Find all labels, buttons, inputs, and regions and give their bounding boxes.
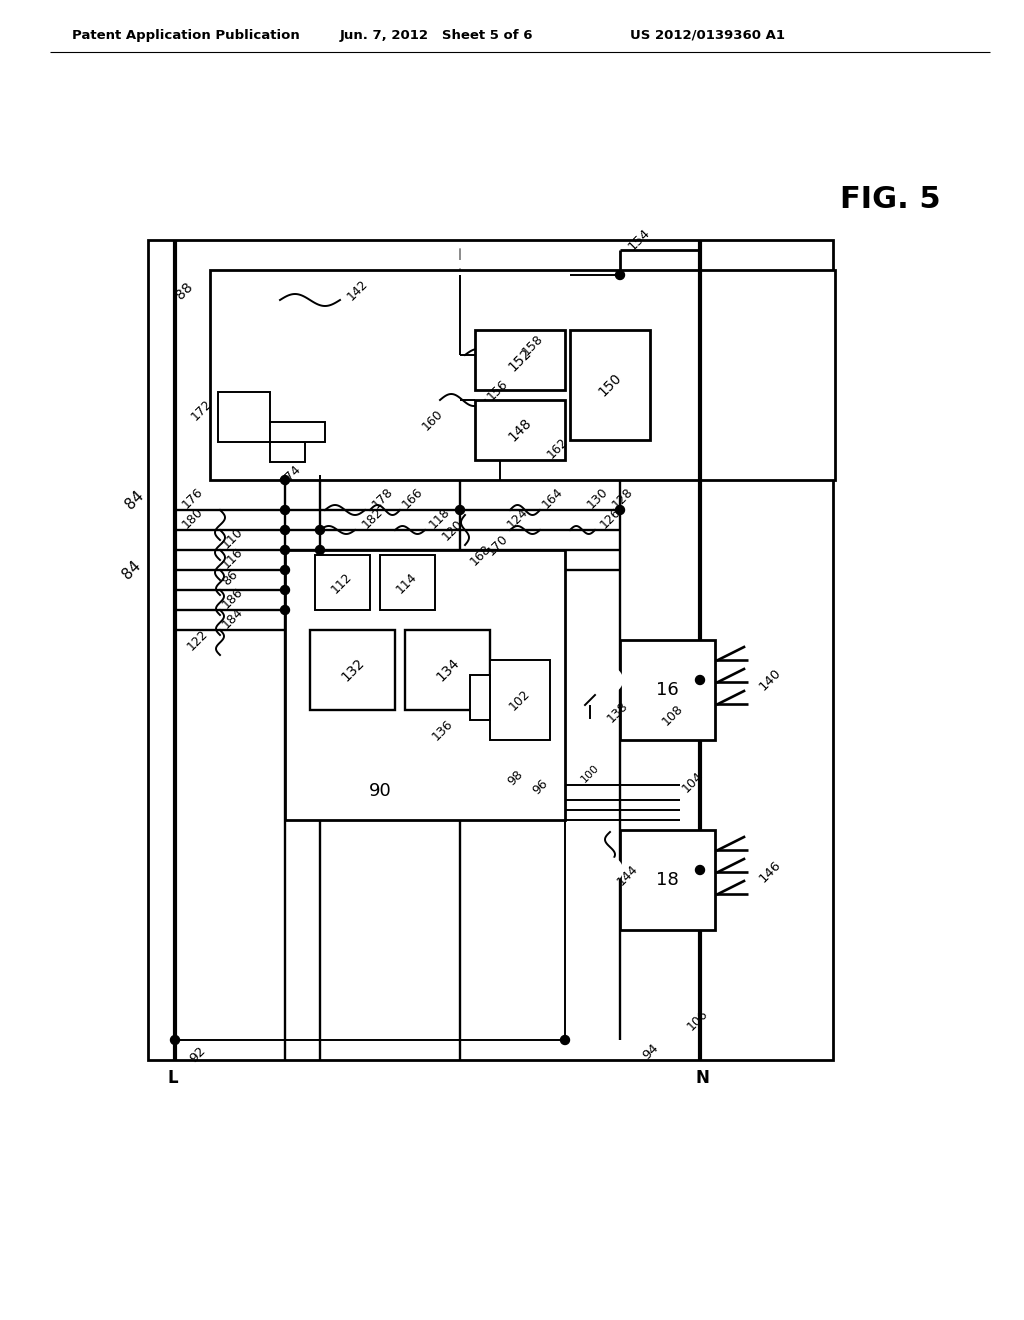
Circle shape (281, 565, 290, 574)
Text: 112: 112 (329, 570, 355, 595)
Text: 102: 102 (507, 686, 534, 713)
Text: 160: 160 (420, 407, 446, 433)
Text: 156: 156 (485, 378, 511, 403)
Text: 136: 136 (429, 717, 455, 743)
Bar (218, 392, 270, 442)
Circle shape (456, 506, 465, 515)
Circle shape (315, 545, 325, 554)
Text: 144: 144 (615, 862, 641, 888)
Text: 126: 126 (598, 506, 624, 531)
Text: 116: 116 (220, 545, 246, 572)
Text: 152: 152 (506, 346, 535, 375)
Text: 104: 104 (680, 770, 706, 795)
Text: US 2012/0139360 A1: US 2012/0139360 A1 (630, 29, 785, 41)
Bar (475, 330, 565, 389)
Text: 184: 184 (220, 605, 246, 631)
Text: 150: 150 (596, 371, 625, 399)
Circle shape (171, 1035, 179, 1044)
Text: 172: 172 (189, 397, 215, 422)
Bar (315, 554, 370, 610)
Bar (380, 554, 435, 610)
Text: 124: 124 (505, 506, 530, 531)
Bar (620, 640, 715, 741)
Circle shape (281, 545, 290, 554)
Text: 140: 140 (756, 667, 783, 693)
Text: 162: 162 (545, 436, 571, 461)
Text: 122: 122 (184, 627, 210, 653)
Bar (270, 422, 325, 442)
Text: FIG. 5: FIG. 5 (840, 186, 941, 214)
Text: 108: 108 (660, 702, 686, 729)
Circle shape (570, 719, 610, 760)
Text: 132: 132 (339, 656, 368, 684)
Circle shape (281, 506, 290, 515)
Bar (475, 400, 565, 459)
Circle shape (281, 606, 290, 615)
Text: 84: 84 (123, 488, 147, 512)
Text: 174: 174 (278, 462, 304, 488)
Circle shape (598, 858, 622, 882)
Text: 180: 180 (180, 506, 206, 531)
Circle shape (281, 475, 290, 484)
Text: 16: 16 (655, 681, 678, 700)
Text: 128: 128 (610, 484, 636, 511)
Text: 148: 148 (506, 416, 535, 445)
Circle shape (315, 525, 325, 535)
Text: 86: 86 (220, 568, 241, 589)
Text: 176: 176 (180, 484, 206, 511)
Text: 84: 84 (120, 558, 144, 582)
Text: 168: 168 (468, 543, 494, 568)
Text: 110: 110 (220, 525, 246, 550)
Bar (210, 271, 835, 480)
Bar (406, 630, 490, 710)
Circle shape (695, 866, 705, 874)
Bar (148, 240, 833, 1060)
Text: 164: 164 (540, 484, 566, 511)
Text: 94: 94 (640, 1041, 662, 1063)
Text: 138: 138 (605, 700, 631, 725)
Bar (310, 630, 395, 710)
Text: 182: 182 (360, 506, 386, 531)
Text: L: L (168, 1069, 178, 1086)
Circle shape (598, 668, 622, 692)
Text: 154: 154 (625, 227, 652, 253)
Circle shape (615, 506, 625, 515)
Text: Jun. 7, 2012   Sheet 5 of 6: Jun. 7, 2012 Sheet 5 of 6 (340, 29, 534, 41)
Text: 134: 134 (434, 656, 462, 684)
Text: 178: 178 (370, 484, 396, 511)
Text: 96: 96 (530, 777, 550, 797)
Text: 98: 98 (505, 768, 525, 788)
Text: 130: 130 (585, 484, 611, 511)
Bar (285, 550, 565, 820)
Text: 166: 166 (400, 484, 426, 511)
Text: 114: 114 (394, 570, 420, 595)
Text: 120: 120 (440, 517, 466, 543)
Text: 18: 18 (655, 871, 678, 888)
Bar (470, 675, 490, 719)
Text: 142: 142 (345, 277, 371, 304)
Circle shape (281, 525, 290, 535)
Bar (620, 830, 715, 931)
Text: 100: 100 (579, 762, 601, 784)
Circle shape (281, 586, 290, 594)
Text: 106: 106 (685, 1007, 711, 1034)
Text: 92: 92 (187, 1044, 208, 1065)
Text: 158: 158 (520, 331, 546, 358)
Circle shape (695, 676, 705, 685)
Bar (570, 330, 650, 440)
Bar (490, 660, 550, 741)
Bar (270, 442, 305, 462)
Text: 186: 186 (220, 585, 246, 611)
Circle shape (615, 271, 625, 280)
Text: 90: 90 (369, 781, 391, 800)
Text: 170: 170 (485, 532, 511, 558)
Text: 88: 88 (173, 280, 196, 302)
Text: Patent Application Publication: Patent Application Publication (72, 29, 300, 41)
Text: 146: 146 (756, 858, 783, 886)
Circle shape (560, 1035, 569, 1044)
Text: N: N (695, 1069, 709, 1086)
Text: 118: 118 (427, 506, 453, 531)
